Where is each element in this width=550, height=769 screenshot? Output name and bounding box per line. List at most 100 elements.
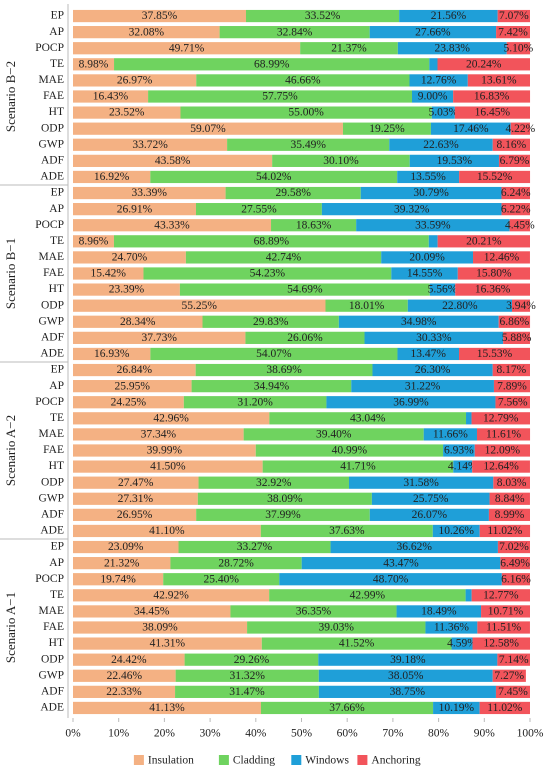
bar-segment [356,219,510,232]
bar-segment [391,267,458,280]
bar-segment [73,154,273,167]
bar-segment [321,203,502,216]
value-label: 7.27% [494,670,524,682]
value-label: 6.22% [501,203,531,215]
bar-segment [279,573,502,586]
value-label: 29.26% [234,654,270,666]
legend-swatch [218,755,229,765]
bar-segment [459,347,530,361]
value-label: 19.25% [369,123,405,135]
bar-segment [429,283,456,296]
bar-segment [476,428,531,441]
bar-segment [245,331,365,344]
bar-segment [163,573,280,586]
value-label: 43.04% [350,412,386,424]
bar-segment [466,412,472,425]
value-label: 39.99% [147,445,183,457]
value-label: 29.58% [275,187,311,199]
value-label: 43.33% [154,219,190,231]
bar-segment [73,203,196,216]
bar-segment [472,637,530,650]
legend-label: Insulation [148,755,194,767]
value-label: 41.52% [339,638,375,650]
value-label: 36.62% [397,541,433,553]
bar-segment [260,524,433,538]
value-label: 32.08% [129,26,165,38]
bar-segment [351,380,494,393]
value-label: 12.77% [483,589,519,601]
bar-segment [457,267,530,280]
bar-segment [73,283,180,296]
value-label: 68.89% [254,235,290,247]
bar-segment [409,154,499,167]
bar-segment [454,106,530,119]
bar-segment [498,154,530,167]
category-label: HT [49,283,64,295]
value-label: 15.80% [476,268,512,280]
bar-segment [150,347,398,361]
bar-segment [511,299,530,312]
value-label: 7.45% [498,686,528,698]
bar-segment [247,621,426,634]
value-label: 38.09% [267,493,303,505]
category-label: MAE [38,605,64,617]
category-label: ADF [41,332,64,344]
bar-segment [73,235,114,248]
bar-segment [143,267,392,280]
value-label: 26.30% [415,364,451,376]
bar-segment [230,605,397,618]
value-label: 32.92% [256,477,292,489]
category-label: ADE [40,702,64,714]
value-label: 16.83% [474,91,510,103]
value-label: 23.09% [108,541,144,553]
value-label: 24.25% [111,396,147,408]
value-label: 6.16% [501,573,531,585]
value-label: 29.83% [253,316,289,328]
bar-segment [114,58,430,71]
value-label: 31.47% [229,686,265,698]
bar-segment [225,186,361,200]
bar-segment [73,412,270,425]
value-label: 37.73% [141,332,177,344]
bar-segment [73,267,144,280]
bar-segment [180,106,432,119]
category-label: FAE [43,267,64,279]
bar-segment [369,508,489,521]
value-label: 36.35% [296,606,332,618]
bar-segment [261,637,452,650]
bar-segment [381,251,474,264]
value-label: 21.37% [331,42,367,54]
value-label: 26.06% [287,332,323,344]
value-label: 35.49% [290,139,326,151]
bar-segment [245,9,400,23]
bar-segment [510,122,530,135]
x-tick-label: 90% [474,728,496,740]
category-label: ADE [40,171,64,183]
value-label: 20.21% [466,235,502,247]
value-label: 33.72% [132,139,168,151]
bar-segment [443,444,475,457]
value-label: 27.47% [118,477,154,489]
bar-segment [73,637,262,650]
bar-segment [73,476,199,489]
bar-segment [73,331,246,344]
value-label: 33.59% [415,219,451,231]
value-label: 22.46% [107,670,143,682]
value-label: 24.42% [111,654,147,666]
category-label: GWP [38,669,64,681]
value-label: 23.83% [435,42,471,54]
bar-segment [506,42,531,55]
bar-segment [73,299,326,312]
category-label: TE [50,589,64,601]
value-label: 20.24% [466,58,502,70]
bar-segment [451,637,473,650]
x-tick-label: 60% [337,728,359,740]
value-label: 10.71% [488,606,524,618]
bar-segment [73,170,151,184]
bar-segment [369,26,497,39]
value-label: 18.01% [349,300,385,312]
legend-label: Anchoring [371,755,420,767]
value-label: 34.94% [254,380,290,392]
category-label: AP [49,557,64,569]
